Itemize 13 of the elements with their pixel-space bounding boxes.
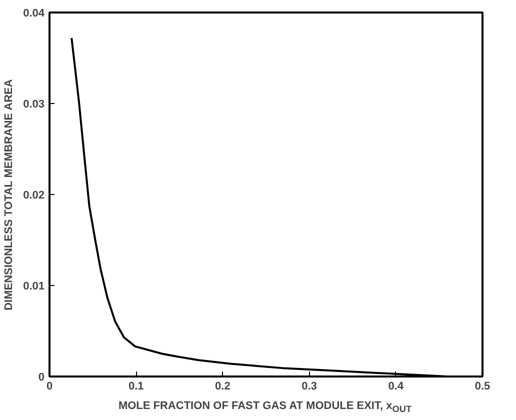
y-tick-label: 0.01 — [23, 280, 45, 292]
x-tick-label: 0.1 — [128, 380, 144, 392]
y-axis-title: DIMENSIONLESS TOTAL MEMBRANE AREA — [3, 79, 16, 310]
y-tick-label: 0.03 — [23, 98, 45, 110]
y-tick-label: 0.02 — [23, 190, 45, 202]
x-tick-label: 0.4 — [388, 380, 404, 392]
x-tick-label: 0.2 — [215, 380, 230, 392]
y-tick-label: 0 — [38, 372, 45, 384]
x-tick-label: 0.3 — [302, 380, 317, 392]
x-tick-label: 0.5 — [474, 380, 490, 392]
x-axis-title: MOLE FRACTION OF FAST GAS AT MODULE EXIT, x$_{OUT}$ — [117, 399, 413, 416]
y-tick-label: 0.04 — [23, 8, 46, 20]
x-tick-label: 0 — [46, 380, 53, 392]
